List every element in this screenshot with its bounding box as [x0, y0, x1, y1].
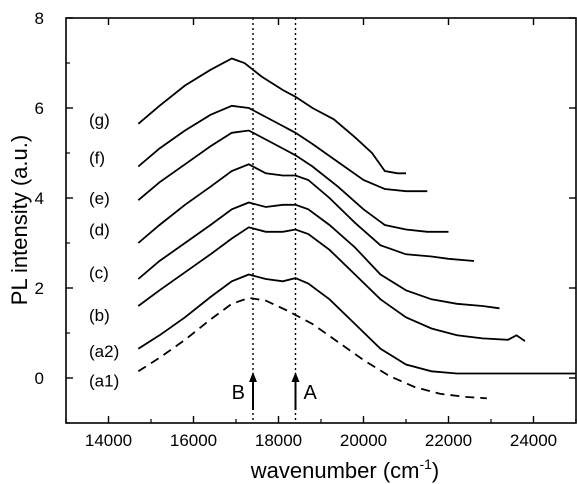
y-tick-label: 0	[35, 369, 44, 388]
x-axis-label: wavenumber (cm-1)	[250, 456, 440, 483]
series-line-d	[137, 163, 475, 262]
x-tick-label: 16000	[170, 431, 217, 450]
series-line-b	[137, 226, 526, 342]
series-line-c	[137, 201, 500, 310]
y-tick-label: 2	[35, 279, 44, 298]
series-label-g: (g)	[89, 110, 110, 129]
labels-layer: (a1) (a2) (b) (c) (d) (e) (f) (g) B A	[89, 110, 318, 404]
plot-area: 14000 16000 18000 20000 22000 24000 0 2 4 6 8	[35, 9, 577, 450]
y-tick-label: 4	[35, 189, 44, 208]
series-label-a1: (a1)	[89, 371, 119, 390]
curves-layer	[137, 18, 576, 423]
series-line-g	[137, 57, 406, 175]
x-axis-label-sup: -1	[419, 456, 432, 472]
plot-frame	[65, 17, 577, 424]
series-line-a1	[137, 296, 487, 400]
x-tick-label: 24000	[510, 431, 557, 450]
x-axis-label-end: )	[432, 458, 439, 483]
marker-label-B: B	[232, 382, 245, 404]
series-label-a2: (a2)	[89, 342, 119, 361]
series-label-b: (b)	[89, 306, 110, 325]
series-label-e: (e)	[89, 189, 110, 208]
y-tick-label: 6	[35, 99, 44, 118]
series-label-d: (d)	[89, 221, 110, 240]
y-tick-label: 8	[35, 9, 44, 28]
x-tick-label: 22000	[425, 431, 472, 450]
series-line-f	[137, 104, 428, 193]
series-label-f: (f)	[89, 149, 105, 168]
marker-arrow-head-A	[291, 372, 300, 382]
marker-arrow-head-B	[249, 372, 257, 382]
marker-label-A: A	[304, 382, 318, 404]
x-axis-label-main: wavenumber (cm	[250, 458, 420, 483]
series-label-c: (c)	[89, 263, 109, 282]
x-tick-label: 14000	[85, 431, 132, 450]
x-tick-label: 18000	[255, 431, 302, 450]
series-line-a2	[137, 273, 576, 375]
series-line-e	[137, 129, 449, 233]
x-tick-label: 20000	[340, 431, 387, 450]
y-axis-label: PL intensity (a.u.)	[7, 135, 32, 305]
